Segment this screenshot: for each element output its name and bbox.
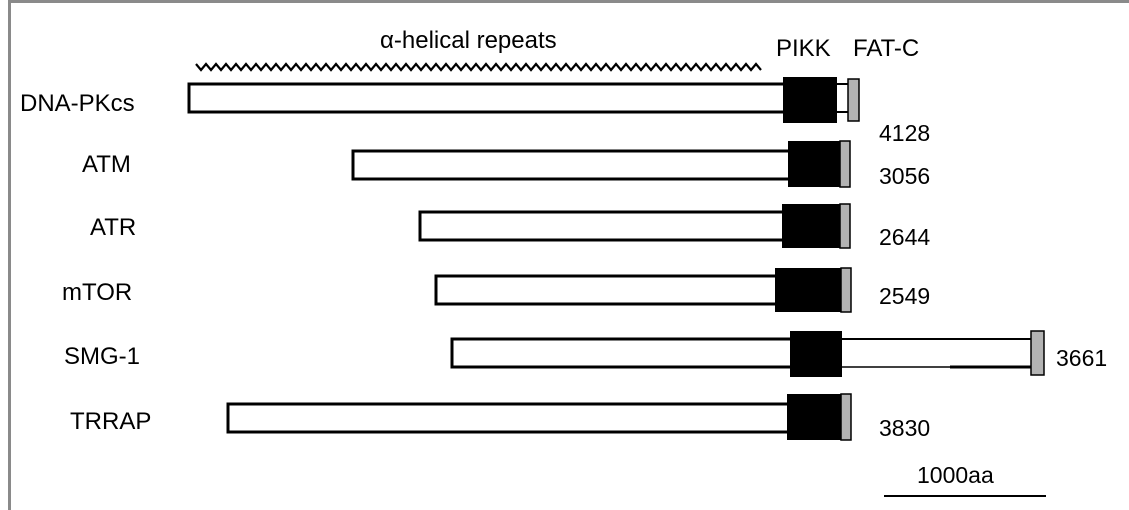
protein-row-atr: ATR 2644 — [90, 203, 930, 250]
protein-name: TRRAP — [70, 408, 151, 435]
alpha-helical-region — [450, 337, 794, 369]
helical-repeats-wave — [195, 62, 762, 72]
protein-length: 4128 — [879, 120, 930, 146]
protein-length: 2549 — [879, 283, 930, 309]
protein-length: 3661 — [1056, 345, 1107, 371]
alpha-helical-region — [187, 82, 787, 114]
protein-name: ATM — [82, 151, 131, 178]
pikk-label: PIKK — [776, 35, 831, 62]
alpha-helical-region — [226, 402, 792, 434]
fatc-domain — [839, 203, 851, 249]
fatc-domain — [840, 393, 852, 441]
protein-row-smg-1: SMG-1 3661 — [64, 330, 1107, 377]
protein-length: 3830 — [879, 415, 930, 441]
pikk-domain — [782, 204, 840, 248]
figure-frame — [8, 0, 1129, 510]
fatc-domain — [847, 78, 860, 122]
alpha-helical-region — [434, 274, 780, 306]
pikk-domain — [787, 394, 841, 440]
protein-row-atm: ATM 3056 — [82, 140, 930, 189]
protein-length: 2644 — [879, 224, 930, 250]
pikk-domain — [775, 268, 841, 312]
alpha-helical-region — [418, 210, 787, 242]
pikk-domain — [788, 141, 840, 187]
repeats-label: α-helical repeats — [380, 27, 557, 54]
protein-row-mtor: mTOR 2549 — [62, 267, 930, 313]
scale-bar-label: 1000aa — [917, 462, 994, 488]
fatc-domain — [839, 140, 851, 188]
alpha-helical-region — [351, 149, 792, 181]
pikk-domain — [790, 331, 842, 377]
fatc-label: FAT-C — [853, 35, 919, 62]
protein-name: SMG-1 — [64, 343, 140, 370]
protein-row-dna-pkcs: DNA-PKcs 4128 — [20, 77, 930, 146]
fatc-domain — [1030, 330, 1045, 376]
protein-name: ATR — [90, 214, 136, 241]
protein-name: mTOR — [62, 279, 132, 306]
protein-row-trrap: TRRAP 3830 — [70, 393, 930, 441]
protein-length: 3056 — [879, 163, 930, 189]
fatc-domain — [840, 267, 852, 313]
protein-name: DNA-PKcs — [20, 90, 135, 117]
pikk-domain — [783, 77, 837, 123]
